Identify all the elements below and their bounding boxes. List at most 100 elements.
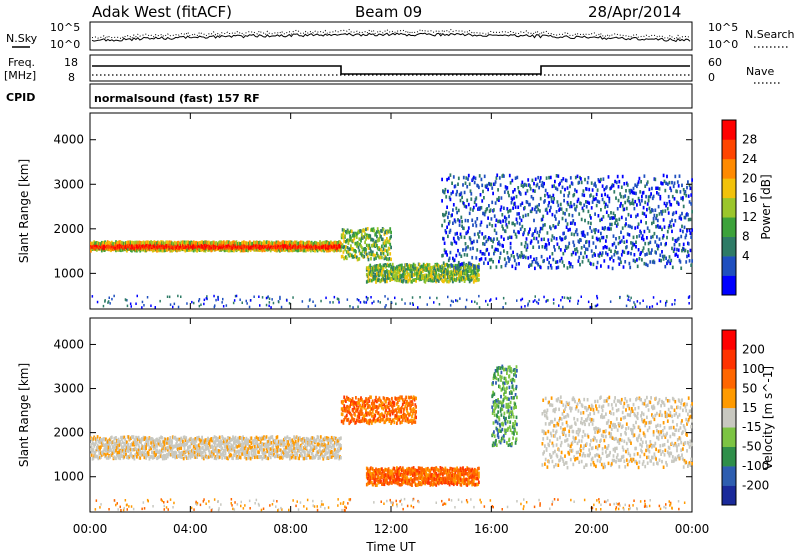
power-cell-3	[527, 178, 530, 182]
power-cell-3	[642, 190, 645, 195]
power-speckle	[561, 296, 564, 299]
power-cell-2	[441, 264, 443, 268]
velocity-cell-0	[112, 440, 115, 444]
velocity-cell-0	[253, 455, 256, 460]
power-cell-1	[345, 256, 348, 261]
velocity-cell-0	[255, 435, 258, 440]
velocity-cell-0	[337, 454, 340, 458]
power-cell-3	[510, 253, 513, 258]
power-speckle	[312, 300, 314, 303]
power-cell-2	[379, 263, 382, 267]
power-cell-3	[638, 256, 641, 261]
power-speckle	[168, 295, 171, 299]
power-cell-3	[580, 230, 583, 235]
velocity-cell-0	[340, 446, 342, 450]
velocity-cell-0	[222, 448, 225, 453]
power-speckle	[113, 294, 115, 298]
velocity-cell-1	[410, 469, 412, 473]
power-cell-2	[454, 263, 457, 268]
velocity-cell-0	[106, 451, 109, 456]
power-cell-3	[441, 177, 443, 182]
power-cell-2	[447, 266, 449, 271]
power-cell-3	[673, 243, 676, 247]
power-cell-3	[647, 241, 650, 246]
velocity-cell-0	[224, 451, 227, 456]
power-cell-3	[602, 235, 605, 240]
power-cell-3	[471, 218, 474, 222]
power-cell-3	[574, 222, 576, 226]
power-cell-3	[686, 229, 688, 233]
power-cell-3	[500, 235, 503, 239]
power-cell-3	[569, 227, 571, 232]
nave-tick-top: 60	[708, 56, 722, 69]
power-cell-3	[588, 201, 591, 205]
power-cell-1	[343, 256, 346, 261]
power-cell-3	[593, 252, 596, 256]
power-cell-0	[156, 249, 158, 253]
velocity-cell-0	[262, 451, 264, 456]
power-cell-2	[417, 268, 420, 272]
power-speckle	[521, 297, 524, 301]
power-speckle	[596, 296, 599, 300]
power-cell-1	[361, 249, 364, 254]
velocity-cell-1	[387, 467, 390, 471]
power-cell-1	[384, 248, 387, 253]
power-cell-3	[544, 193, 546, 198]
power-cell-3	[490, 182, 493, 187]
velocity-cell-0	[231, 437, 234, 442]
power-cell-3	[464, 218, 467, 223]
power-cell-3	[463, 204, 466, 208]
power-cell-3	[618, 236, 621, 240]
power-cell-3	[471, 255, 474, 260]
power-cell-3	[685, 193, 688, 198]
power-cell-3	[503, 190, 506, 194]
power-cell-3	[533, 236, 535, 241]
power-cell-3	[490, 217, 493, 221]
power-cell-3	[462, 183, 464, 187]
power-cell-3	[599, 238, 601, 243]
power-cell-3	[612, 234, 615, 238]
power-cell-0	[220, 248, 223, 252]
power-cell-3	[603, 187, 606, 192]
velocity-cell-0	[112, 445, 115, 449]
velocity-cell-0	[162, 440, 165, 444]
power-cell-3	[564, 248, 566, 253]
power-cell-3	[662, 218, 665, 222]
power-cell-3	[620, 201, 622, 206]
power-cell-3	[461, 262, 463, 266]
power-cell-3	[659, 253, 662, 257]
nsearch-tick-bottom: 10^0	[708, 38, 738, 51]
power-cell-3	[648, 229, 651, 233]
power-cell-3	[606, 204, 609, 208]
power-cell-3	[632, 258, 635, 263]
velocity-cell-1	[396, 474, 398, 478]
velocity-cell-0	[204, 444, 207, 448]
power-cell-3	[443, 190, 446, 195]
velocity-cell-0	[105, 446, 108, 450]
power-cell-1	[383, 241, 386, 245]
power-cell-3	[482, 242, 484, 246]
power-cell-1	[381, 250, 384, 254]
velocity-cell-0	[329, 452, 331, 457]
power-cell-2	[421, 269, 424, 273]
velocity-cell-1	[391, 474, 393, 479]
velocity-cell-0	[253, 443, 255, 447]
power-cell-3	[549, 194, 551, 199]
velocity-cell-0	[267, 446, 270, 450]
power-cell-3	[464, 248, 467, 252]
power-cell-3	[633, 206, 636, 211]
velocity-cell-0	[218, 435, 221, 440]
power-cell-0	[215, 242, 218, 247]
velocity-cell-1	[390, 472, 392, 476]
velocity-cell-0	[155, 452, 157, 456]
power-cell-3	[556, 260, 559, 264]
velocity-cell-0	[237, 456, 239, 460]
velocity-cell-0	[301, 439, 304, 443]
power-cell-3	[565, 246, 568, 250]
velocity-cell-1	[396, 481, 399, 486]
power-colorbar-cells	[722, 120, 736, 296]
power-cell-3	[646, 252, 648, 256]
power-cell-3	[681, 211, 683, 216]
power-cell-3	[600, 193, 603, 197]
power-cell-3	[602, 215, 605, 219]
